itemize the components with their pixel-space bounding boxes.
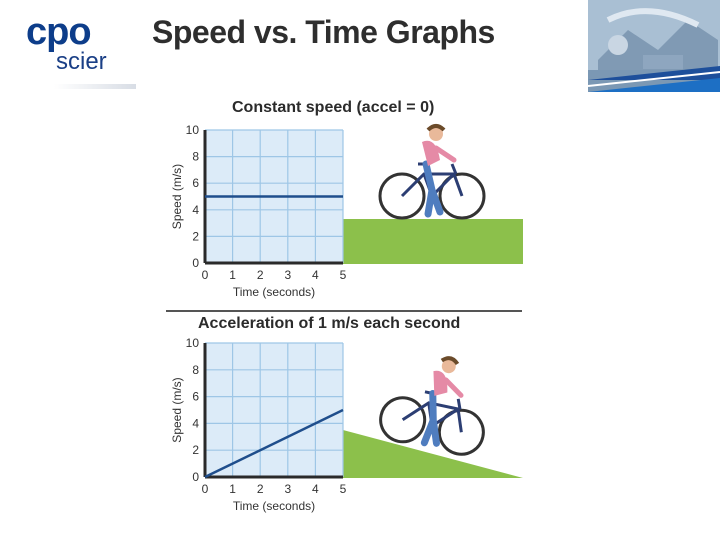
y-tick-label: 10: [186, 336, 200, 350]
cyclist-flat-ground-icon: [343, 124, 523, 264]
x-tick-label: 3: [284, 268, 291, 282]
y-tick-label: 2: [192, 443, 199, 457]
logo-text-science: scier: [56, 48, 107, 75]
y-tick-label: 6: [192, 390, 199, 404]
chart-constant: 0 1 2 3 4 5 0 2 4 6 8 10 Time (seconds) Speed (m/s): [170, 123, 347, 299]
plot-area: [205, 343, 343, 477]
x-tick-label: 3: [284, 482, 291, 496]
x-tick-label: 2: [257, 268, 264, 282]
cpo-science-logo: cpo scier: [26, 10, 136, 90]
header-banner-image: [588, 0, 720, 92]
y-tick-label: 0: [192, 256, 199, 270]
x-tick-label: 0: [202, 482, 209, 496]
x-tick-label: 4: [312, 268, 319, 282]
y-tick-label: 4: [192, 416, 199, 430]
logo-underline: [54, 84, 136, 89]
logo-text-cpo: cpo: [26, 11, 92, 53]
y-tick-label: 8: [192, 363, 199, 377]
y-tick-label: 8: [192, 150, 199, 164]
chart-acceleration: 0 1 2 3 4 5 0 2 4 6 8 10 Time (seconds) Speed (m/s): [170, 336, 347, 513]
series-line: [204, 408, 344, 479]
section-divider: [166, 310, 522, 312]
y-tick-label: 6: [192, 176, 199, 190]
chart-title-constant: Constant speed (accel = 0): [232, 99, 435, 116]
y-tick-label: 4: [192, 203, 199, 217]
x-tick-label: 0: [202, 268, 209, 282]
chart-title-acceleration: Acceleration of 1 m/s each second: [198, 315, 461, 332]
x-tick-label: 1: [229, 482, 236, 496]
x-tick-label: 5: [340, 482, 347, 496]
x-tick-label: 5: [340, 268, 347, 282]
x-tick-label: 4: [312, 482, 319, 496]
y-tick-label: 2: [192, 229, 199, 243]
cyclist-downhill-icon: [343, 356, 523, 478]
y-axis-label: Speed (m/s): [170, 377, 184, 442]
x-axis-label: Time (seconds): [233, 499, 315, 513]
x-tick-label: 2: [257, 482, 264, 496]
x-tick-label: 1: [229, 268, 236, 282]
y-tick-label: 0: [192, 470, 199, 484]
page-title: Speed vs. Time Graphs: [152, 14, 495, 50]
y-tick-label: 10: [186, 123, 200, 137]
y-axis-label: Speed (m/s): [170, 164, 184, 229]
x-axis-label: Time (seconds): [233, 285, 315, 299]
